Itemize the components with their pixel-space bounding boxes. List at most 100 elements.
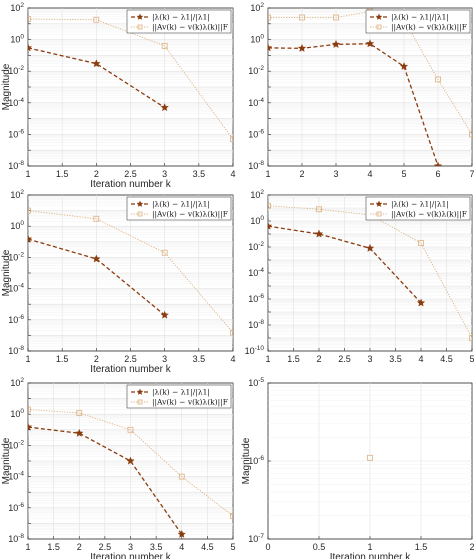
legend-label: |λ(k) − λ1|/|λ1| — [391, 200, 449, 209]
series-line — [268, 43, 439, 166]
y-tick-label: 10-10 — [245, 345, 265, 356]
data-point-square — [230, 136, 233, 143]
x-tick-label: 1.5 — [56, 169, 69, 179]
legend-label: ||Av(k) − v(k)λ(k)||F — [391, 210, 467, 219]
y-tick-label: 10-4 — [8, 471, 24, 482]
legend: |λ(k) − λ1|/|λ1|||Av(k) − v(k)λ(k)||F — [365, 196, 471, 221]
legend-box — [365, 196, 471, 221]
data-point-star — [268, 221, 273, 230]
legend-star-marker — [375, 200, 383, 207]
y-tick-label: 100 — [250, 34, 264, 45]
y-tick-label: 102 — [250, 2, 264, 13]
data-point-square — [230, 329, 233, 336]
y-tick-label: 10-6 — [248, 293, 264, 304]
data-point-square — [367, 454, 373, 461]
chart-panel-2: 1 2 3 4 5 6 7 10-8 10-6 10-4 10-2 100 102 |λ(k) − λ1|… — [248, 2, 474, 179]
legend-star-marker — [375, 13, 383, 20]
series-line — [268, 225, 422, 304]
x-tick-label: 5 — [230, 542, 235, 552]
series-line — [28, 426, 183, 535]
x-tick-label: 2.5 — [124, 169, 137, 179]
y-tick-label: 10-2 — [8, 251, 24, 262]
series-1 — [28, 422, 186, 538]
legend-square-marker — [137, 24, 143, 30]
data-point-star — [314, 229, 324, 238]
data-point-star — [92, 59, 101, 68]
y-tick-label: 10-5 — [248, 377, 264, 388]
y-axis-label: Magnitude — [1, 249, 12, 296]
y-tick-label: 102 — [10, 2, 24, 13]
data-point-star — [28, 422, 33, 431]
legend-box — [365, 9, 471, 34]
y-tick-label: 100 — [250, 215, 264, 226]
x-tick-label: 2.5 — [338, 354, 351, 364]
data-point-star — [399, 62, 409, 70]
data-point-star — [177, 529, 186, 538]
data-point-square — [435, 76, 441, 83]
legend-label: |λ(k) − λ1|/|λ1| — [152, 200, 210, 209]
data-point-star — [416, 298, 426, 307]
chart-panel-4: 1 1.5 2 2.5 3 3.5 4 4.5 5 10-10 10-8 10-6 10-4 10-2 10… — [245, 189, 474, 364]
legend-box — [126, 384, 232, 409]
y-tick-label: 10-7 — [248, 533, 264, 544]
data-point-square — [469, 131, 472, 138]
data-point-star — [28, 43, 33, 52]
x-tick-label: 2.5 — [99, 542, 112, 552]
y-axis-label: Magnitude — [241, 437, 252, 484]
data-point-square — [268, 202, 271, 209]
legend-label: ||Av(k) − v(k)λ(k)||F — [152, 398, 228, 407]
x-axis-label: Iteration number k — [90, 364, 172, 375]
data-point-star — [268, 43, 273, 52]
series-1 — [28, 43, 169, 112]
x-tick-label: 3.5 — [389, 354, 402, 364]
x-axis-label: Iteration number k — [90, 179, 172, 190]
data-point-star — [160, 310, 169, 319]
x-tick-label: 1 — [265, 169, 270, 179]
data-point-star — [28, 234, 33, 243]
legend-square-marker — [376, 211, 382, 217]
x-tick-label: 1.5 — [287, 354, 300, 364]
series-1 — [367, 454, 373, 461]
x-tick-label: 3.5 — [150, 542, 163, 552]
chart-panel-3: 1 1.5 2 2.5 3 3.5 4 10-8 10-6 10-4 10-2 100 102 Itera… — [1, 189, 236, 375]
data-point-square — [469, 335, 472, 341]
x-tick-label: 4 — [230, 354, 235, 364]
data-point-star — [160, 103, 169, 112]
data-point-star — [433, 161, 443, 166]
y-tick-label: 102 — [10, 189, 24, 200]
legend: |λ(k) − λ1|/|λ1|||Av(k) − v(k)λ(k)||F — [126, 9, 232, 34]
x-tick-label: 1.5 — [47, 542, 60, 552]
legend-box — [126, 9, 232, 34]
data-point-star — [126, 456, 135, 465]
y-tick-label: 100 — [10, 220, 24, 231]
y-tick-label: 100 — [10, 34, 24, 45]
x-tick-label: 4.5 — [201, 542, 214, 552]
legend-label: ||Av(k) − v(k)λ(k)||F — [152, 23, 228, 32]
y-tick-label: 10-8 — [248, 319, 264, 330]
y-tick-label: 10-6 — [8, 314, 24, 325]
y-tick-label: 10-8 — [8, 533, 24, 544]
y-tick-label: 10-2 — [8, 439, 24, 450]
x-tick-label: 2 — [469, 542, 474, 552]
x-axis-label: Iteration number k — [330, 552, 412, 559]
x-tick-label: 2 — [94, 169, 99, 179]
y-tick-label: 10-2 — [248, 241, 264, 252]
x-tick-label: 3.5 — [193, 169, 206, 179]
x-tick-label: 1.5 — [415, 542, 428, 552]
x-tick-label: 3.5 — [193, 354, 206, 364]
y-tick-label: 102 — [10, 377, 24, 388]
legend-square-marker — [137, 211, 143, 217]
data-point-square — [268, 14, 271, 21]
data-point-star — [92, 254, 101, 263]
data-point-square — [76, 410, 83, 416]
x-tick-label: 2 — [316, 354, 321, 364]
legend-star-marker — [136, 200, 144, 207]
series-1 — [268, 39, 443, 166]
data-point-square — [299, 14, 305, 21]
y-tick-label: 10-4 — [8, 283, 24, 294]
x-tick-label: 4 — [179, 542, 184, 552]
y-tick-label: 10-8 — [8, 160, 24, 171]
y-tick-label: 10-8 — [8, 345, 24, 356]
x-tick-label: 3 — [128, 542, 133, 552]
data-point-square — [28, 16, 31, 22]
